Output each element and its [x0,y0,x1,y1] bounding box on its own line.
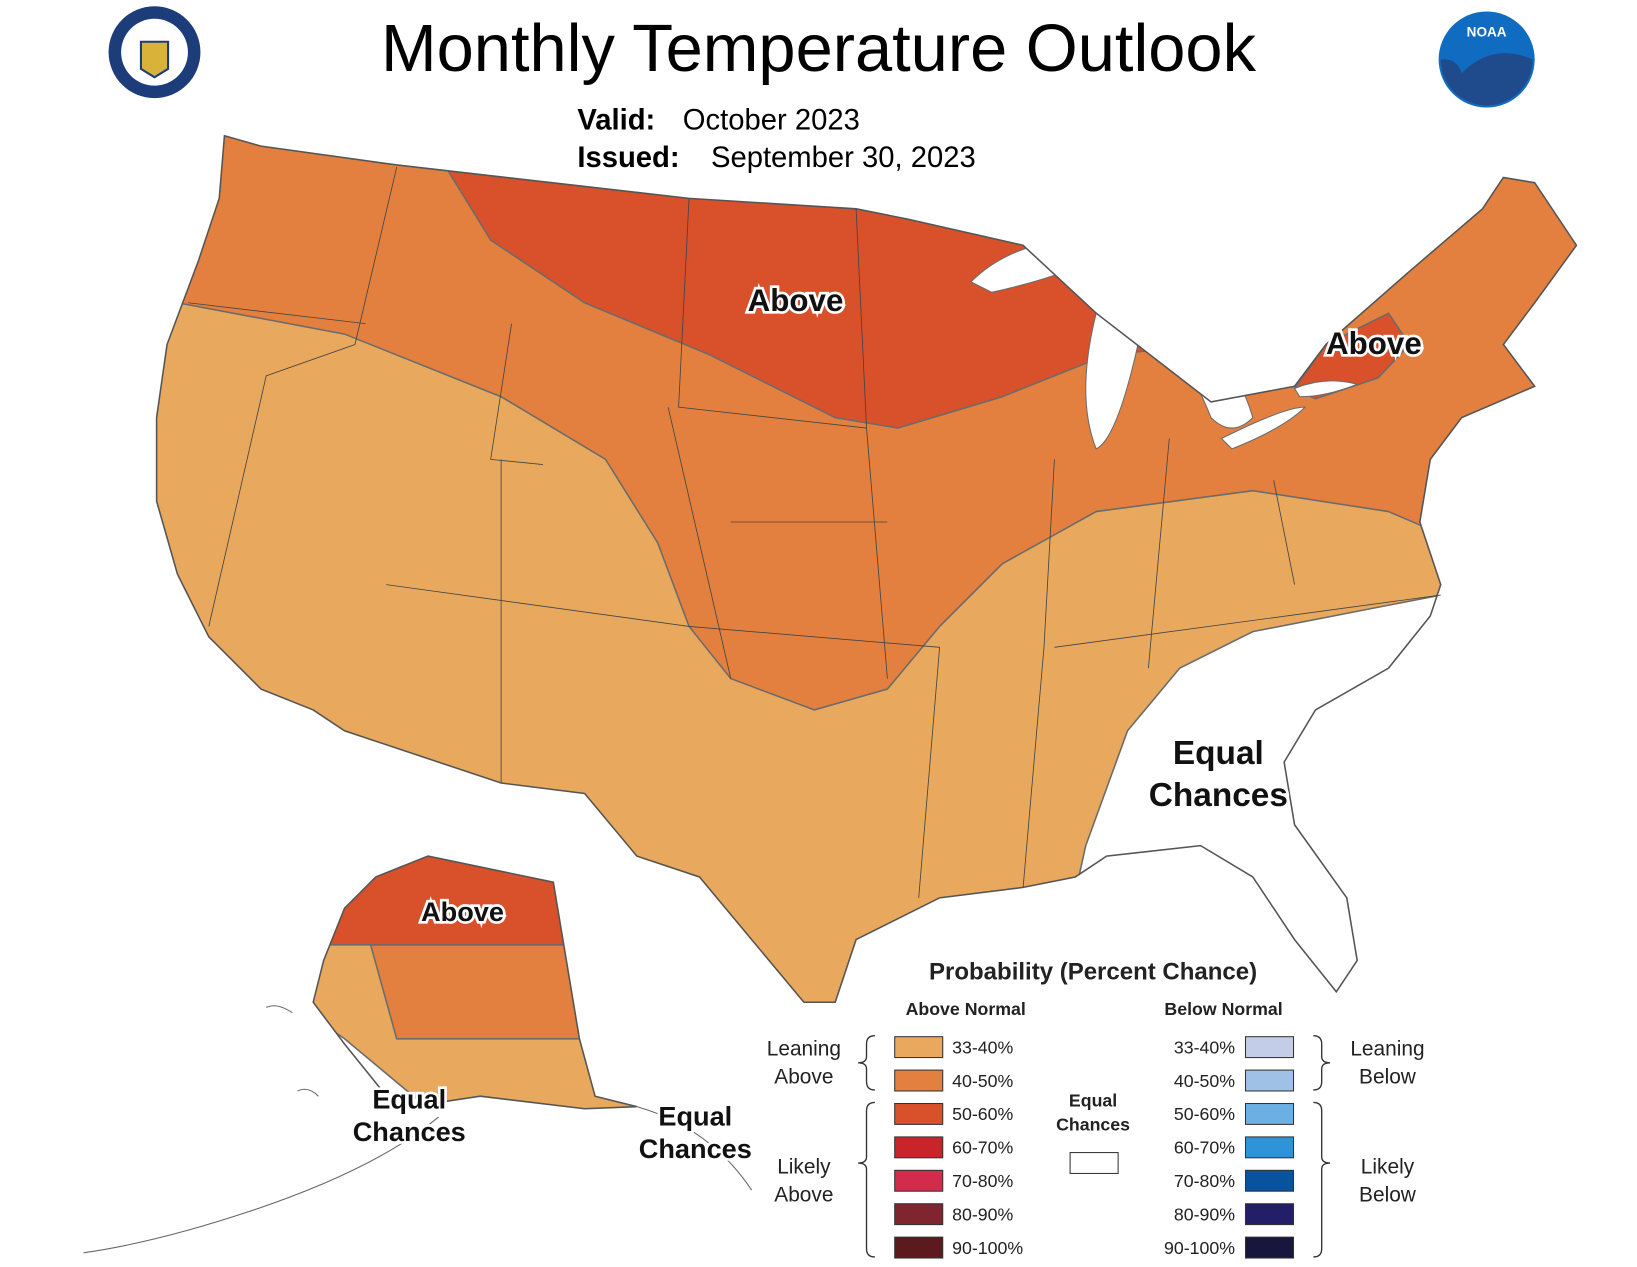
region-orange [369,944,628,1040]
braces [858,1034,1331,1258]
equal-swatch [1069,1152,1119,1174]
group-label: Leaning [767,1037,841,1060]
legend-swatch [894,1036,944,1059]
legend-label: 60-70% [1174,1138,1235,1158]
valid-label: Valid: [577,104,655,136]
legend-label: 80-90% [952,1204,1013,1224]
legend-title: Probability (Percent Chance) [929,958,1257,985]
valid-value: October 2023 [683,104,860,136]
map-label: Above [421,896,504,927]
conus-map [156,135,1577,1003]
state-borders [187,166,1441,898]
map-label: Chances [353,1116,466,1147]
map-label: Chances [1149,777,1288,814]
legend-swatch [1244,1203,1295,1226]
group-label: Below [1359,1184,1417,1207]
commerce-seal [139,40,170,79]
legend-header: Above Normal [906,999,1026,1019]
legend-label: 80-90% [1174,1204,1235,1224]
legend-swatch [894,1069,944,1092]
conus-outline [155,134,1578,1004]
alaska-map [313,856,637,1109]
group-label: Above [774,1066,833,1089]
legend-label: 50-60% [1174,1104,1235,1124]
alaska-coast [83,1005,753,1254]
legend-label: 40-50% [952,1071,1013,1091]
header: NOAA Monthly Temperature Outlook Valid: … [108,6,1535,174]
legend: Probability (Percent Chance) Above Norma… [767,958,1425,1259]
legend-swatch [1244,1069,1295,1092]
legend-label: 70-80% [952,1171,1013,1191]
legend-label: 33-40% [952,1037,1013,1057]
map-label: Equal [658,1100,732,1131]
group-label: Above [774,1184,833,1207]
legend-label: 40-50% [1174,1071,1235,1091]
map-label: Equal [372,1084,446,1115]
legend-swatch [894,1136,944,1159]
legend-label: 70-80% [1174,1171,1235,1191]
region-red [313,856,637,946]
map-layer: NOAA Monthly Temperature Outlook Valid: … [83,6,1578,1259]
legend-label: 90-100% [1164,1238,1235,1258]
map-labels: Above Above Above Equal Chances Equal Ch… [350,281,1424,1167]
legend-label: 60-70% [952,1138,1013,1158]
issued-value: September 30, 2023 [711,142,976,174]
noaa-logo-text: NOAA [1467,25,1507,40]
title: Monthly Temperature Outlook [381,12,1257,86]
group-label: Below [1359,1066,1417,1089]
legend-label: 50-60% [952,1104,1013,1124]
group-label: Leaning [1350,1037,1424,1060]
legend-swatch [1244,1236,1295,1259]
legend-swatch [894,1236,944,1259]
issued-label: Issued: [577,142,679,174]
legend-label: 90-100% [952,1238,1023,1258]
group-label: Likely [1361,1155,1415,1178]
legend-swatch [1244,1036,1295,1059]
alaska-outline [312,855,638,1110]
legend-swatch [894,1203,944,1226]
equal-label: Chances [1056,1115,1130,1135]
legend-swatch [894,1102,944,1125]
legend-header: Below Normal [1164,999,1282,1019]
legend-swatch [1244,1136,1295,1159]
legend-swatch [894,1169,944,1192]
legend-swatch [1244,1102,1295,1125]
equal-label: Equal [1069,1091,1117,1111]
map-label: Equal [1173,735,1264,772]
map-label: Above [1326,326,1422,361]
legend-swatch [1244,1169,1295,1192]
noaa-logo [1440,53,1533,106]
legend-label: 33-40% [1174,1037,1235,1057]
map-label: Above [748,283,844,318]
group-label: Likely [777,1155,831,1178]
map-label: Chances [639,1133,752,1164]
